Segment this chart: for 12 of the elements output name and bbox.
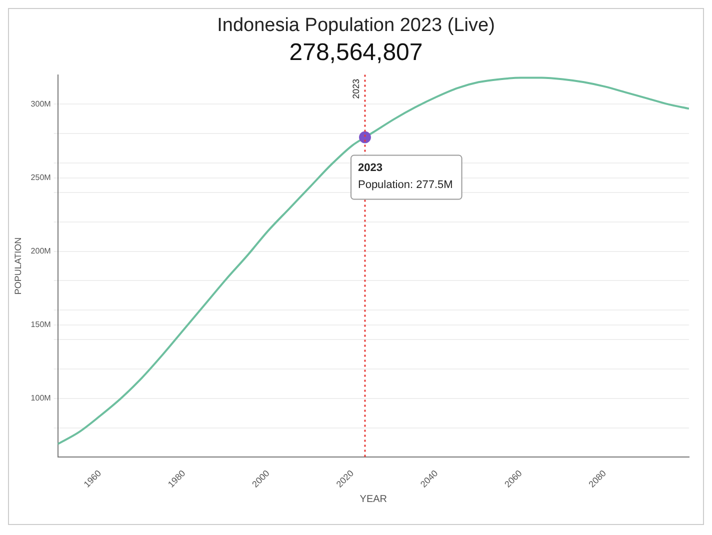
- ref-line-label: 2023: [350, 78, 361, 99]
- annotation: Population: 277.5M: [358, 178, 453, 191]
- annotation: 2023: [358, 162, 382, 174]
- chart-title: Indonesia Population 2023 (Live): [216, 15, 496, 37]
- y-tick-label: 100M: [30, 394, 52, 403]
- x-axis-title: YEAR: [360, 494, 388, 505]
- y-tick-label: 150M: [30, 320, 52, 330]
- y-tick-label: 200M: [30, 246, 52, 256]
- y-tick-label: 300M: [30, 99, 52, 108]
- y-axis-title: POPULATION: [12, 237, 23, 295]
- y-tick-label: 250M: [30, 172, 52, 182]
- chart-subtitle: 278,564,807: [288, 39, 424, 67]
